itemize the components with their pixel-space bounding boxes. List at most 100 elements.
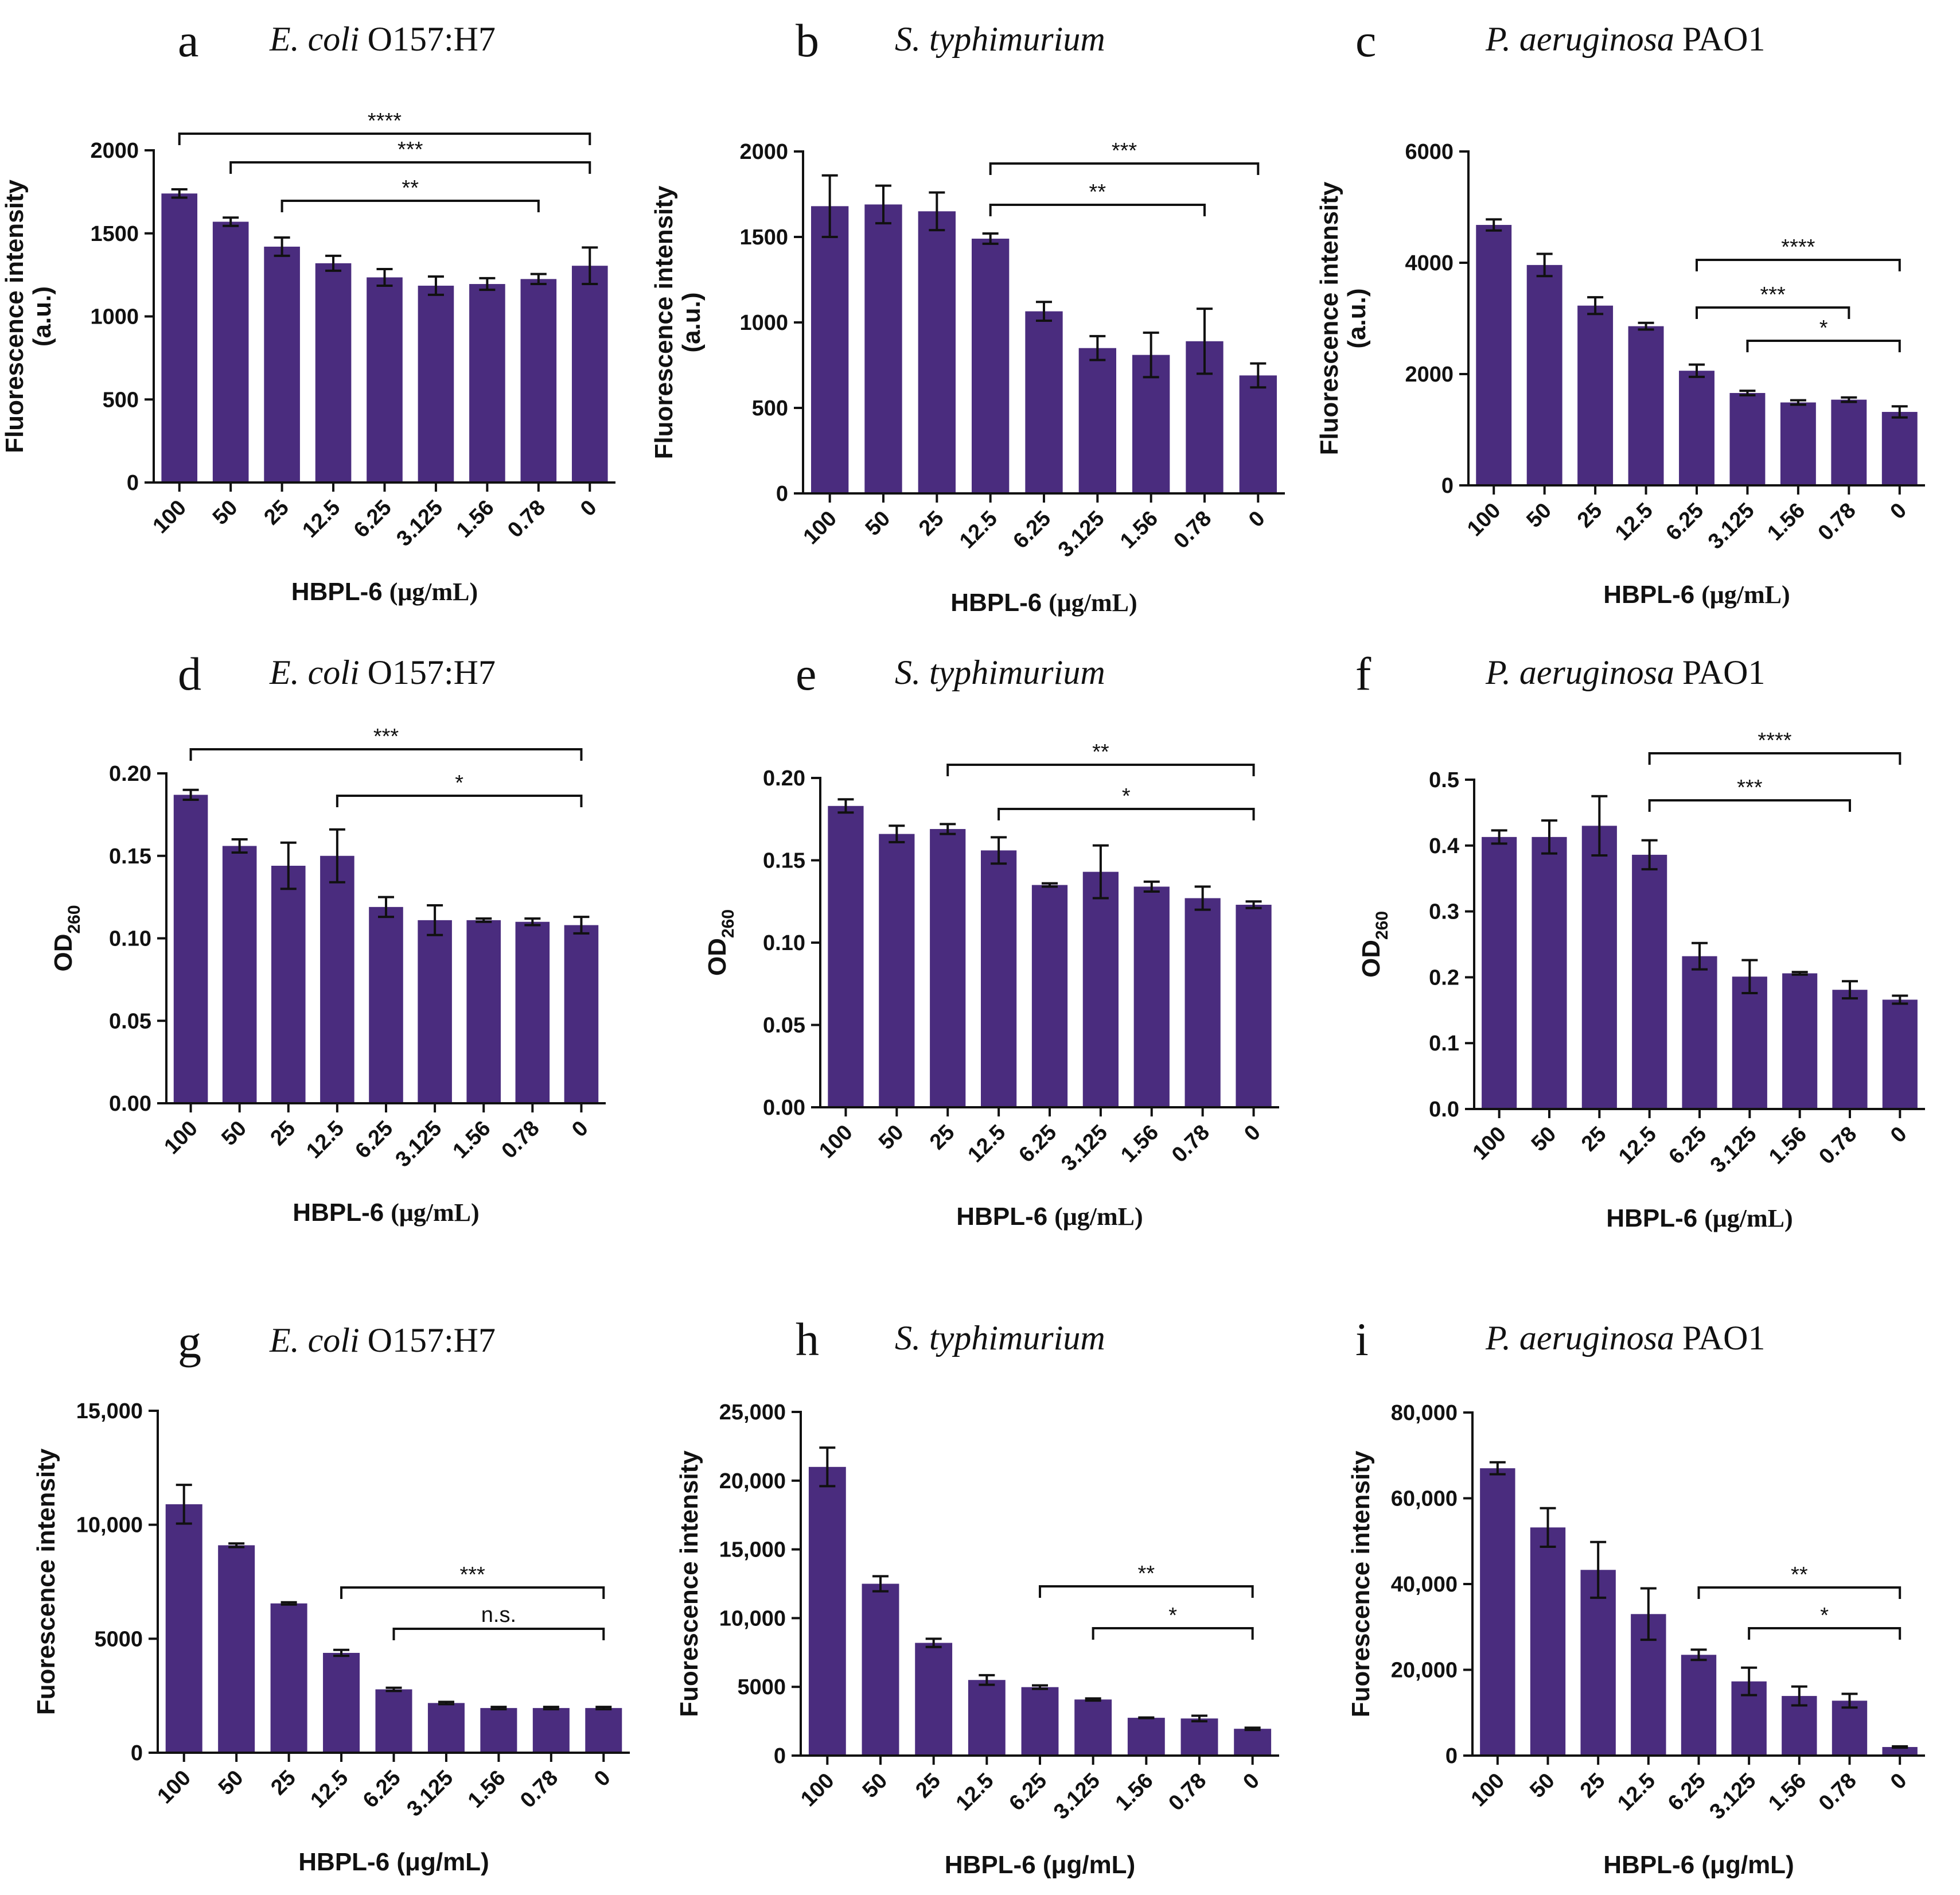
error-bar-12.5 [325, 254, 342, 272]
bar-25 [1577, 305, 1614, 485]
significance-label: *** [398, 138, 423, 162]
error-bar-12.5 [979, 1674, 995, 1686]
bar-100 [811, 206, 849, 493]
y-tick-label: 1000 [739, 311, 788, 335]
bar-12.5 [320, 855, 354, 1103]
error-bar-0 [595, 1706, 612, 1711]
y-tick-label: 10,000 [719, 1606, 786, 1631]
bar-12.5 [968, 1680, 1006, 1756]
significance-bracket: **** [1696, 235, 1901, 271]
y-tick-label: 0.15 [109, 845, 151, 869]
error-bar-100 [821, 174, 838, 238]
error-bar-0 [1892, 1745, 1908, 1749]
y-tick-label: 5000 [737, 1675, 786, 1699]
bar-100 [161, 193, 198, 482]
x-tick-label: 6.25 [350, 1116, 398, 1164]
x-tick-label: 12.5 [306, 1766, 353, 1813]
error-bar-12.5 [1641, 839, 1658, 871]
x-tick-label: 6.25 [359, 1766, 406, 1813]
error-bar-50 [875, 184, 891, 225]
x-tick-label: 12.5 [1613, 1769, 1660, 1816]
x-tick-label: 12.5 [302, 1116, 349, 1164]
error-bar-0.78 [1842, 980, 1858, 1000]
y-axis-title: OD260 [1357, 911, 1392, 978]
x-tick-label: 100 [1463, 499, 1506, 542]
x-tick-label: 25 [1577, 1122, 1611, 1157]
bar-12.5 [981, 850, 1017, 1107]
x-tick-label: 1.56 [1764, 1769, 1811, 1816]
x-tick-label: 1.56 [1763, 499, 1810, 546]
x-tick-label: 3.125 [1704, 499, 1759, 554]
panel-letter: c [1355, 14, 1376, 67]
panel-title: P. aeruginosa PAO1 [1485, 1319, 1765, 1357]
error-bar-1.56 [476, 917, 492, 923]
significance-bracket: ** [946, 740, 1255, 776]
bar-6.25 [1679, 371, 1714, 485]
y-axis-title: Fluorescence intensity [1, 180, 29, 453]
bar-3.125 [1732, 976, 1767, 1109]
bar-50 [212, 221, 249, 482]
bar-12.5 [1628, 326, 1664, 485]
y-tick-label: 0 [131, 1741, 143, 1765]
error-bar-0 [1244, 1726, 1261, 1731]
chart-panel-f: f P. aeruginosa PAO1 0.0 0.1 0.2 0.3 0.4 0.5 100 5… [1355, 648, 1925, 1232]
bar-0 [1234, 1729, 1272, 1756]
bar-25 [915, 1643, 953, 1756]
chart-panel-b: b S. typhimurium 0 500 1000 1500 2000 100 50 25 12… [650, 14, 1285, 617]
panel-title: S. typhimurium [895, 653, 1105, 691]
chart-panel-e: e S. typhimurium 0.00 0.05 0.10 0.15 0.20 100 50… [703, 648, 1279, 1231]
x-axis-title: HBPL-6 (μg/mL) [956, 1203, 1143, 1231]
x-tick-label: 1.56 [1764, 1122, 1811, 1169]
bar-0.78 [1831, 399, 1867, 485]
error-bar-3.125 [1089, 334, 1106, 361]
significance-bracket: *** [340, 1563, 605, 1599]
significance-bracket: *** [1648, 776, 1851, 812]
x-tick-label: 3.125 [1054, 507, 1109, 562]
x-axis-title-main: HBPL-6 (μg/mL) [298, 1848, 489, 1876]
y-axis-title-sub: 260 [65, 905, 84, 933]
bar-25 [271, 866, 306, 1103]
x-axis-title: HBPL-6 (μg/mL) [950, 589, 1137, 617]
significance-bracket: * [997, 784, 1255, 820]
x-tick-label: 100 [796, 1769, 839, 1812]
y-tick-label: 10,000 [76, 1513, 143, 1538]
y-tick-label: 0.2 [1429, 966, 1459, 990]
error-bar-3.125 [1739, 390, 1756, 396]
y-tick-label: 25,000 [719, 1400, 786, 1425]
bar-25 [1580, 1570, 1616, 1756]
significance-label: **** [1758, 729, 1791, 753]
error-bar-50 [231, 838, 248, 854]
x-tick-label: 50 [214, 1766, 248, 1800]
x-tick-label: 0.78 [1169, 507, 1216, 554]
error-bar-50 [223, 216, 239, 227]
x-tick-label: 1.56 [449, 1116, 496, 1164]
bar-50 [879, 834, 915, 1107]
x-tick-label: 12.5 [1611, 499, 1658, 546]
bar-25 [930, 828, 966, 1107]
significance-bracket: **** [1648, 729, 1901, 765]
error-bar-12.5 [1640, 1587, 1657, 1641]
y-tick-label: 0.4 [1429, 834, 1459, 858]
error-bar-25 [280, 841, 297, 890]
x-tick-label: 6.25 [1664, 1122, 1711, 1169]
x-tick-label: 25 [925, 1120, 960, 1155]
y-tick-label: 0.15 [763, 849, 805, 873]
y-tick-label: 15,000 [76, 1399, 143, 1423]
x-tick-label: 100 [798, 507, 841, 550]
error-bar-50 [228, 1542, 245, 1548]
error-bar-50 [889, 824, 905, 843]
bar-6.25 [1021, 1687, 1059, 1756]
x-axis-title-unit: (μg/mL) [389, 578, 478, 606]
x-tick-label: 12.5 [955, 507, 1002, 554]
significance-label: * [1820, 1604, 1829, 1628]
bar-50 [1526, 264, 1562, 485]
x-tick-label: 50 [874, 1120, 909, 1155]
error-bar-1.56 [1143, 880, 1160, 893]
error-bar-6.25 [1689, 363, 1705, 378]
error-bar-1.56 [1791, 971, 1808, 976]
significance-bracket: *** [1696, 283, 1850, 319]
error-bar-6.25 [1036, 301, 1052, 322]
significance-bracket: ** [280, 176, 540, 212]
bar-100 [1480, 1468, 1515, 1756]
y-tick-label: 20,000 [719, 1469, 786, 1493]
